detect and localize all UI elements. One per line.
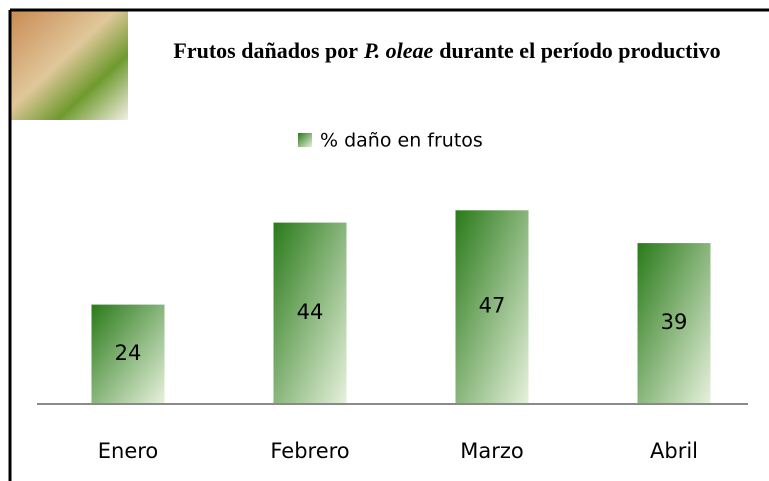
data-label: 39: [661, 310, 688, 334]
x-tick-label: Enero: [98, 439, 159, 463]
chart: % daño en frutos Enero 24 Febrero 44 Marzo 47…: [0, 0, 769, 481]
title-part: Frutos dañados por: [173, 38, 358, 63]
data-label: 47: [479, 294, 506, 318]
decor-image: [10, 10, 128, 120]
page: % daño en frutos Enero 24 Febrero 44 Marzo 47…: [0, 0, 769, 481]
title-part: P. oleae: [364, 38, 433, 63]
title-part: durante el período productivo: [439, 38, 720, 63]
x-tick-label: Marzo: [460, 439, 524, 463]
x-tick-label: Abril: [650, 439, 698, 463]
data-label: 24: [115, 341, 142, 365]
data-label: 44: [297, 300, 324, 324]
x-tick-label: Febrero: [270, 439, 349, 463]
legend-swatch: [298, 133, 312, 147]
legend-label: % daño en frutos: [320, 130, 483, 152]
